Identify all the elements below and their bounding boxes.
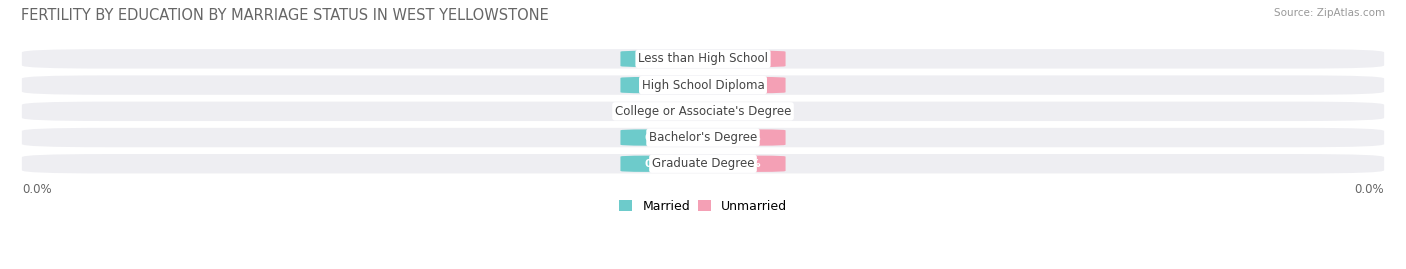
Text: 0.0%: 0.0% (645, 159, 675, 169)
FancyBboxPatch shape (22, 49, 1384, 69)
Text: 0.0%: 0.0% (645, 106, 675, 116)
Text: 0.0%: 0.0% (731, 54, 761, 64)
FancyBboxPatch shape (620, 156, 700, 172)
Text: Source: ZipAtlas.com: Source: ZipAtlas.com (1274, 8, 1385, 18)
FancyBboxPatch shape (620, 103, 700, 119)
Text: 0.0%: 0.0% (731, 133, 761, 143)
Text: High School Diploma: High School Diploma (641, 79, 765, 92)
Text: Graduate Degree: Graduate Degree (652, 157, 754, 170)
Text: 0.0%: 0.0% (1354, 183, 1384, 196)
FancyBboxPatch shape (22, 154, 1384, 174)
FancyBboxPatch shape (706, 156, 786, 172)
Text: 0.0%: 0.0% (645, 133, 675, 143)
Text: 0.0%: 0.0% (645, 54, 675, 64)
Text: 0.0%: 0.0% (731, 80, 761, 90)
FancyBboxPatch shape (22, 75, 1384, 95)
Text: Bachelor's Degree: Bachelor's Degree (650, 131, 756, 144)
Legend: Married, Unmarried: Married, Unmarried (613, 194, 793, 218)
FancyBboxPatch shape (22, 102, 1384, 121)
Text: FERTILITY BY EDUCATION BY MARRIAGE STATUS IN WEST YELLOWSTONE: FERTILITY BY EDUCATION BY MARRIAGE STATU… (21, 8, 548, 23)
FancyBboxPatch shape (706, 129, 786, 146)
FancyBboxPatch shape (620, 129, 700, 146)
FancyBboxPatch shape (706, 77, 786, 93)
Text: 0.0%: 0.0% (731, 159, 761, 169)
FancyBboxPatch shape (620, 51, 700, 67)
FancyBboxPatch shape (22, 128, 1384, 147)
FancyBboxPatch shape (620, 77, 700, 93)
Text: 0.0%: 0.0% (22, 183, 52, 196)
Text: College or Associate's Degree: College or Associate's Degree (614, 105, 792, 118)
Text: Less than High School: Less than High School (638, 52, 768, 65)
Text: 0.0%: 0.0% (645, 80, 675, 90)
FancyBboxPatch shape (706, 51, 786, 67)
Text: 0.0%: 0.0% (731, 106, 761, 116)
FancyBboxPatch shape (706, 103, 786, 119)
